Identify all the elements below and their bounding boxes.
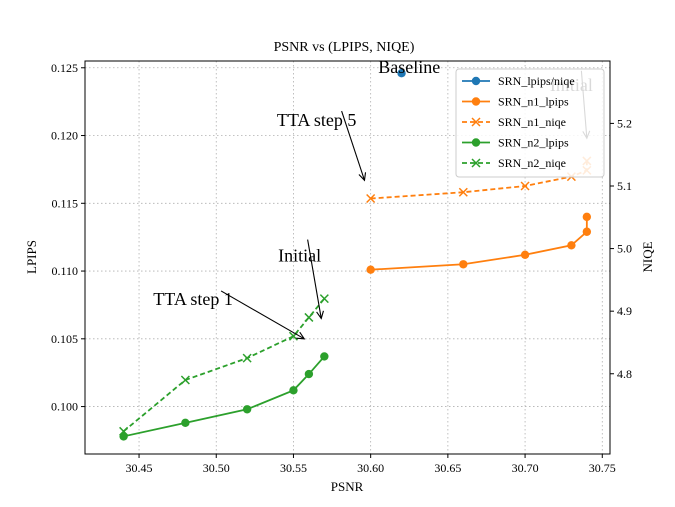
y-tick-label-right: 5.2 [617,116,632,130]
data-point [458,187,468,197]
annotation-arrow [341,110,366,181]
y-tick-label-right: 4.8 [617,367,632,381]
data-point [471,76,481,86]
y-tick-label-left: 0.105 [51,332,78,346]
data-point [582,227,592,236]
data-point [520,181,530,191]
data-point [471,158,481,168]
y-tick-label-left: 0.125 [51,61,78,75]
x-tick-label: 30.50 [203,461,230,475]
annotation-arrowhead [358,172,367,182]
data-point [304,369,314,379]
annotation-label: TTA step 1 [153,289,233,309]
y-tick-label-left: 0.120 [51,129,78,143]
data-point-stroke [458,187,468,197]
data-point-stroke [180,375,190,385]
data-point [520,250,530,259]
series-srn-lpips-niqe [397,68,406,78]
legend-item: SRN_lpips/niqe [462,74,575,88]
data-point [242,405,252,414]
legend: SRN_lpips/niqe SRN_n1_lpips SRN_n1_niqe SRN… [455,68,605,178]
legend-item: SRN_n2_lpips [462,136,569,150]
legend-label: SRN_n2_niqe [498,156,566,170]
data-point [304,312,314,322]
x-tick-label: 30.45 [126,461,153,475]
data-point [366,193,376,204]
y-axis-right-label: NIQE [640,241,655,272]
data-point [320,352,329,361]
data-point [181,418,190,428]
series-line [123,298,326,433]
series-line [123,355,326,438]
y-tick-label-left: 0.110 [51,264,78,278]
data-point [567,241,576,250]
annotation-arrow [220,290,305,340]
axes: 30.45 30.50 30.55 30.60 30.65 30.70 30.75 0.100… [51,61,632,475]
data-point [289,386,298,395]
annotation-arrowhead [296,331,306,340]
x-tick-label: 30.75 [589,461,616,475]
legend-item: SRN_n1_lpips [462,95,569,109]
data-point-stroke [520,181,530,191]
x-tick-label: 30.55 [280,461,307,475]
legend-label: SRN_n1_niqe [498,115,566,129]
legend-label: SRN_lpips/niqe [498,74,575,88]
legend-item: SRN_n1_niqe [462,115,566,129]
chart-title: PSNR vs (LPIPS, NIQE) [274,40,415,55]
x-tick-label: 30.70 [512,461,539,475]
annotation-arrowhead [316,310,324,320]
legend-label: SRN_n2_lpips [498,136,569,150]
series-srn-n1-lpips [366,212,592,274]
y-axis-left-label: LPIPS [24,240,39,274]
data-point-stroke [304,312,314,322]
data-point [397,68,406,78]
x-tick-label: 30.65 [434,461,461,475]
annotation-label: Baseline [378,57,440,77]
data-point-stroke [119,426,129,436]
data-point [582,212,592,222]
legend-label: SRN_n1_lpips [498,95,569,109]
plot-frame [84,60,611,455]
data-point [471,117,481,127]
data-point [471,97,481,106]
y-tick-label-left: 0.100 [51,400,78,414]
y-tick-label-right: 5.0 [617,242,632,256]
x-tick-label: 30.60 [357,461,384,475]
data-point [180,375,190,385]
data-point-stroke [319,294,329,304]
annotation-label: TTA step 5 [277,110,357,130]
plot-series [119,68,592,441]
x-axis-label: PSNR [331,479,364,494]
data-point-stroke [471,117,481,127]
annotation-label: Initial [278,246,321,266]
annotation-arrow [307,239,322,319]
series-line [370,216,588,271]
data-point [471,138,481,147]
data-point [242,353,252,363]
legend-box [455,68,605,178]
data-point [319,294,329,304]
y-tick-label-left: 0.115 [51,196,78,210]
data-point-stroke [366,193,376,204]
series-srn-n2-niqe [119,294,329,436]
data-point [459,260,468,269]
data-point-stroke [242,353,252,363]
y-tick-label-right: 4.9 [617,304,632,318]
data-point [119,426,129,436]
y-tick-label-right: 5.1 [617,179,632,193]
legend-item: SRN_n2_niqe [462,156,566,170]
data-point-stroke [471,158,481,168]
data-point [366,265,375,274]
